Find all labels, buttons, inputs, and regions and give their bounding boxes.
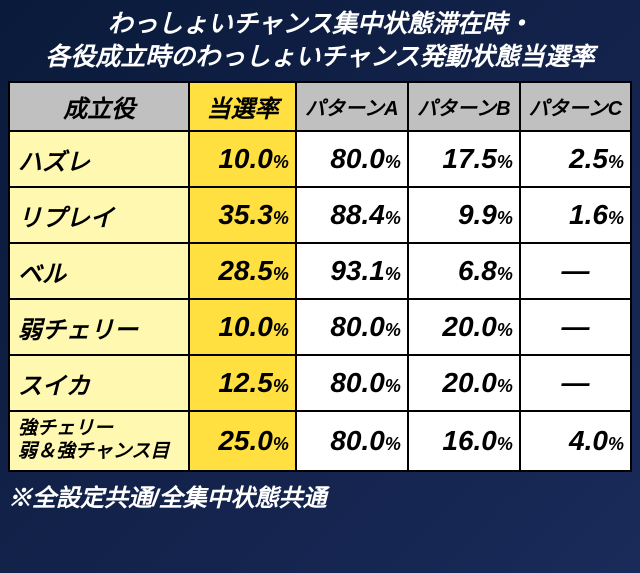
table-row: 弱チェリー10.0%80.0%20.0%— [9, 299, 631, 355]
pattern-value: 80.0 [330, 143, 385, 174]
pattern-value: 80.0 [330, 425, 385, 456]
pattern-value: 20.0 [442, 367, 497, 398]
table-body: ハズレ10.0%80.0%17.5%2.5%リプレイ35.3%88.4%9.9%… [9, 131, 631, 471]
pattern-unit: % [497, 208, 513, 228]
pattern-unit: % [497, 264, 513, 284]
pattern-unit: % [608, 152, 624, 172]
role-cell: 弱チェリー [9, 299, 189, 355]
pattern-value: 9.9 [458, 199, 497, 230]
pattern-unit: % [608, 208, 624, 228]
pattern-unit: % [497, 320, 513, 340]
header-row: 成立役 当選率 パターンA パターンB パターンC [9, 82, 631, 131]
pattern-value: 4.0 [569, 425, 608, 456]
rate-cell: 12.5% [189, 355, 295, 411]
rate-cell: 10.0% [189, 131, 295, 187]
pattern-value: 88.4 [330, 199, 385, 230]
table-row: ハズレ10.0%80.0%17.5%2.5% [9, 131, 631, 187]
header-pattern-a: パターンA [296, 82, 408, 131]
pattern-a-cell: 80.0% [296, 131, 408, 187]
pattern-unit: % [385, 264, 401, 284]
pattern-a-cell: 80.0% [296, 355, 408, 411]
rate-unit: % [273, 434, 289, 454]
role-cell: 強チェリー弱＆強チャンス目 [9, 411, 189, 471]
pattern-unit: % [497, 376, 513, 396]
pattern-c-cell: — [520, 355, 631, 411]
table-row: スイカ12.5%80.0%20.0%— [9, 355, 631, 411]
pattern-unit: % [385, 152, 401, 172]
table-title: わっしょいチャンス集中状態滞在時・ 各役成立時のわっしょいチャンス発動状態当選率 [8, 8, 632, 73]
pattern-value: 2.5 [569, 143, 608, 174]
pattern-b-cell: 6.8% [408, 243, 520, 299]
rate-value: 10.0 [218, 311, 273, 342]
rate-unit: % [273, 152, 289, 172]
rate-value: 28.5 [218, 255, 273, 286]
pattern-a-cell: 80.0% [296, 299, 408, 355]
header-role: 成立役 [9, 82, 189, 131]
rate-cell: 35.3% [189, 187, 295, 243]
pattern-value: 80.0 [330, 367, 385, 398]
title-line-2: 各役成立時のわっしょいチャンス発動状態当選率 [45, 43, 594, 71]
pattern-unit: % [608, 434, 624, 454]
pattern-value: 17.5 [442, 143, 497, 174]
table-row: ベル28.5%93.1%6.8%— [9, 243, 631, 299]
pattern-c-cell: 4.0% [520, 411, 631, 471]
rate-value: 12.5 [218, 367, 273, 398]
header-rate: 当選率 [189, 82, 295, 131]
pattern-value: 20.0 [442, 311, 497, 342]
header-pattern-c: パターンC [520, 82, 631, 131]
pattern-b-cell: 20.0% [408, 299, 520, 355]
role-cell: スイカ [9, 355, 189, 411]
rate-cell: 10.0% [189, 299, 295, 355]
role-cell: ハズレ [9, 131, 189, 187]
pattern-a-cell: 93.1% [296, 243, 408, 299]
rate-cell: 28.5% [189, 243, 295, 299]
pattern-c-cell: — [520, 299, 631, 355]
pattern-c-cell: 2.5% [520, 131, 631, 187]
role-label-line1: 強チェリー [18, 418, 113, 439]
pattern-a-cell: 88.4% [296, 187, 408, 243]
role-cell: ベル [9, 243, 189, 299]
rate-value: 25.0 [218, 425, 273, 456]
pattern-value: 6.8 [458, 255, 497, 286]
pattern-c-cell: 1.6% [520, 187, 631, 243]
rate-unit: % [273, 376, 289, 396]
pattern-value: 80.0 [330, 311, 385, 342]
rate-value: 10.0 [218, 143, 273, 174]
pattern-value: 1.6 [569, 199, 608, 230]
pattern-c-cell: — [520, 243, 631, 299]
role-label-line2: 弱＆強チャンス目 [18, 441, 169, 462]
table-row: 強チェリー弱＆強チャンス目25.0%80.0%16.0%4.0% [9, 411, 631, 471]
footer-note: ※全設定共通/全集中状態共通 [8, 478, 632, 513]
role-cell: リプレイ [9, 187, 189, 243]
rate-cell: 25.0% [189, 411, 295, 471]
rate-unit: % [273, 264, 289, 284]
header-pattern-b: パターンB [408, 82, 520, 131]
pattern-value: 16.0 [442, 425, 497, 456]
pattern-unit: % [385, 320, 401, 340]
pattern-b-cell: 17.5% [408, 131, 520, 187]
pattern-b-cell: 16.0% [408, 411, 520, 471]
rate-table: 成立役 当選率 パターンA パターンB パターンC ハズレ10.0%80.0%1… [8, 81, 632, 472]
pattern-b-cell: 20.0% [408, 355, 520, 411]
rate-unit: % [273, 208, 289, 228]
pattern-unit: % [497, 152, 513, 172]
pattern-unit: % [385, 434, 401, 454]
table-row: リプレイ35.3%88.4%9.9%1.6% [9, 187, 631, 243]
pattern-a-cell: 80.0% [296, 411, 408, 471]
rate-unit: % [273, 320, 289, 340]
pattern-unit: % [497, 434, 513, 454]
title-line-1: わっしょいチャンス集中状態滞在時・ [108, 10, 532, 38]
pattern-unit: % [385, 208, 401, 228]
pattern-value: 93.1 [330, 255, 385, 286]
pattern-b-cell: 9.9% [408, 187, 520, 243]
pattern-unit: % [385, 376, 401, 396]
rate-value: 35.3 [218, 199, 273, 230]
